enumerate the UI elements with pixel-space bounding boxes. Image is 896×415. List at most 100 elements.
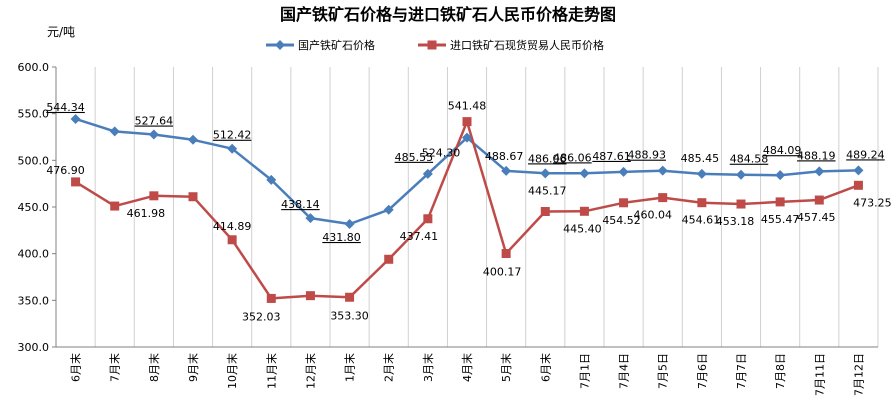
point-s1-3 [188, 192, 198, 202]
data-label-s0-16: 485.45 [681, 152, 720, 165]
data-label-s0-7: 431.80 [322, 231, 361, 244]
y-tick-label-1: 350.0 [18, 294, 50, 307]
data-label-s1-0: 476.90 [46, 164, 85, 177]
series-line-1 [74, 120, 859, 300]
x-tick-label-17: 7月7日 [735, 353, 748, 389]
y-axis-unit: 元/吨 [47, 25, 75, 39]
x-tick-label-13: 7月1日 [578, 353, 591, 389]
x-tick-label-12: 6月末 [538, 353, 552, 382]
data-label-s1-11: 400.17 [483, 266, 522, 279]
point-s1-1 [110, 201, 120, 211]
x-tick-labels: 6月末 7月末 8月末 9月末 10月末 11月末 12月末 1月末 2月末 3月末 4月末 5月末 6… [69, 353, 866, 396]
data-label-s0-12: 486.06 [528, 152, 567, 165]
y-tick-label-5: 550.0 [18, 108, 50, 121]
point-s0-15 [657, 165, 668, 176]
data-label-s1-16: 454.61 [682, 214, 721, 227]
point-s0-9 [422, 168, 433, 179]
data-label-s1-15: 460.04 [633, 209, 672, 222]
point-s1-5 [266, 293, 276, 303]
data-label-s0-17: 484.58 [730, 153, 769, 166]
point-s0-7 [344, 218, 355, 229]
point-s0-0 [70, 113, 81, 124]
point-s1-4 [227, 235, 237, 245]
point-s1-2 [149, 191, 159, 201]
legend-label-imported: 进口铁矿石现货贸易人民币价格 [450, 38, 604, 52]
point-s0-13 [579, 168, 590, 179]
legend: 国产铁矿石价格 进口铁矿石现货贸易人民币价格 [266, 38, 604, 52]
data-label-s0-9: 485.55 [395, 151, 434, 164]
chart-title: 国产铁矿石价格与进口铁矿石人民币价格走势图 [280, 5, 616, 24]
y-tick-label-0: 300.0 [18, 341, 50, 354]
point-s1-16 [697, 198, 707, 208]
y-tick-labels: 300.0 350.0 400.0 450.0 500.0 550.0 600.0 [18, 61, 56, 354]
x-tick-label-20: 7月12日 [852, 353, 865, 396]
point-s1-6 [305, 291, 315, 301]
point-s0-8 [383, 204, 394, 215]
point-s1-17 [736, 199, 746, 209]
point-s1-10 [462, 117, 472, 127]
data-label-s1-7: 353.30 [330, 309, 369, 322]
series-lines [70, 113, 864, 303]
point-s1-18 [775, 197, 785, 207]
x-tick-label-7: 1月末 [343, 353, 357, 382]
x-tick-label-19: 7月11日 [813, 353, 826, 396]
point-s1-13 [579, 206, 589, 216]
x-tick-label-14: 7月4日 [618, 353, 631, 389]
data-label-s1-17: 453.18 [716, 215, 755, 228]
y-tick-label-2: 400.0 [18, 248, 50, 261]
y-tick-label-4: 500.0 [18, 154, 50, 167]
point-s1-12 [540, 207, 550, 217]
data-label-s0-13: 486.06 [553, 151, 592, 164]
point-s1-20 [853, 180, 863, 190]
x-tick-label-4: 10月末 [225, 353, 239, 389]
point-s0-4 [227, 143, 238, 154]
y-tick-label-3: 450.0 [18, 201, 50, 214]
data-label-s1-4: 414.89 [213, 220, 252, 233]
x-tick-label-3: 9月末 [186, 353, 200, 382]
point-s0-14 [618, 166, 629, 177]
point-s0-20 [853, 165, 864, 176]
x-tick-label-15: 7月5日 [657, 353, 670, 389]
data-label-s0-4: 512.42 [213, 129, 252, 142]
point-s1-15 [658, 193, 668, 203]
point-s0-19 [814, 166, 825, 177]
point-s1-0 [71, 177, 81, 187]
point-s1-8 [384, 254, 394, 264]
data-label-s0-20: 489.24 [846, 148, 885, 161]
data-label-s1-14: 454.52 [602, 214, 641, 227]
legend-marker-domestic [275, 40, 285, 50]
data-label-s1-10: 541.48 [448, 100, 487, 113]
data-label-s1-13: 445.40 [563, 222, 602, 235]
point-s0-18 [775, 170, 786, 181]
point-s0-10 [462, 132, 472, 143]
data-label-s1-5: 352.03 [242, 310, 281, 323]
data-label-s1-9: 437.41 [400, 230, 439, 243]
data-label-s1-20: 473.25 [853, 196, 892, 209]
gridlines [55, 67, 879, 347]
point-s0-6 [305, 213, 316, 224]
x-tick-label-11: 5月末 [499, 353, 513, 382]
x-tick-label-16: 7月6日 [696, 353, 709, 389]
point-s1-11 [501, 249, 511, 259]
x-tick-label-9: 3月末 [421, 353, 435, 382]
data-label-s0-2: 527.64 [135, 115, 174, 128]
data-label-s0-11: 488.67 [485, 150, 524, 163]
x-tick-label-2: 8月末 [147, 353, 161, 382]
x-tick-label-6: 12月末 [303, 353, 317, 389]
x-tick-label-1: 7月末 [108, 353, 122, 382]
point-s1-9 [423, 214, 433, 224]
y-tick-label-6: 600.0 [18, 61, 50, 74]
point-s0-5 [266, 174, 277, 185]
data-label-s0-0: 544.34 [46, 101, 85, 114]
data-label-s1-19: 457.45 [797, 211, 836, 224]
data-label-s0-19: 488.19 [797, 149, 836, 162]
x-tick-label-8: 2月末 [382, 353, 396, 382]
data-label-s0-15: 488.93 [627, 149, 666, 162]
data-label-s0-6: 438.14 [281, 198, 320, 211]
legend-label-domestic: 国产铁矿石价格 [298, 38, 375, 52]
point-s1-7 [345, 292, 355, 302]
data-label-s1-12: 445.17 [528, 185, 567, 198]
data-label-s1-2: 461.98 [127, 207, 166, 220]
point-s0-17 [736, 169, 746, 180]
